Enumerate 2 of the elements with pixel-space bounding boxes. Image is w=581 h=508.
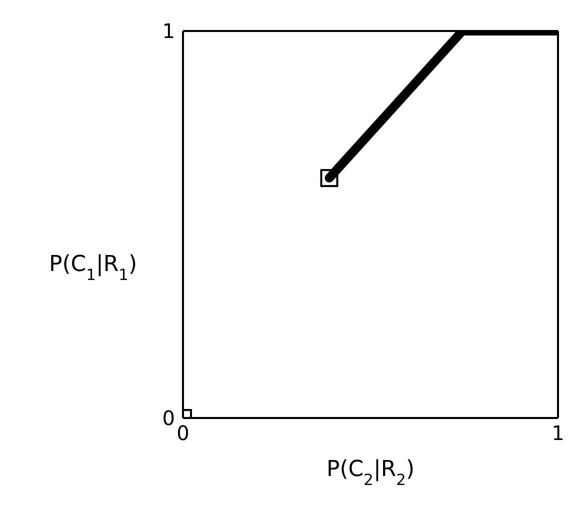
x-axis-title: P(C$_{2}$|R$_{2}$) xyxy=(326,457,415,489)
y-axis-title: P(C$_{1}$|R$_{1}$) xyxy=(48,252,138,284)
